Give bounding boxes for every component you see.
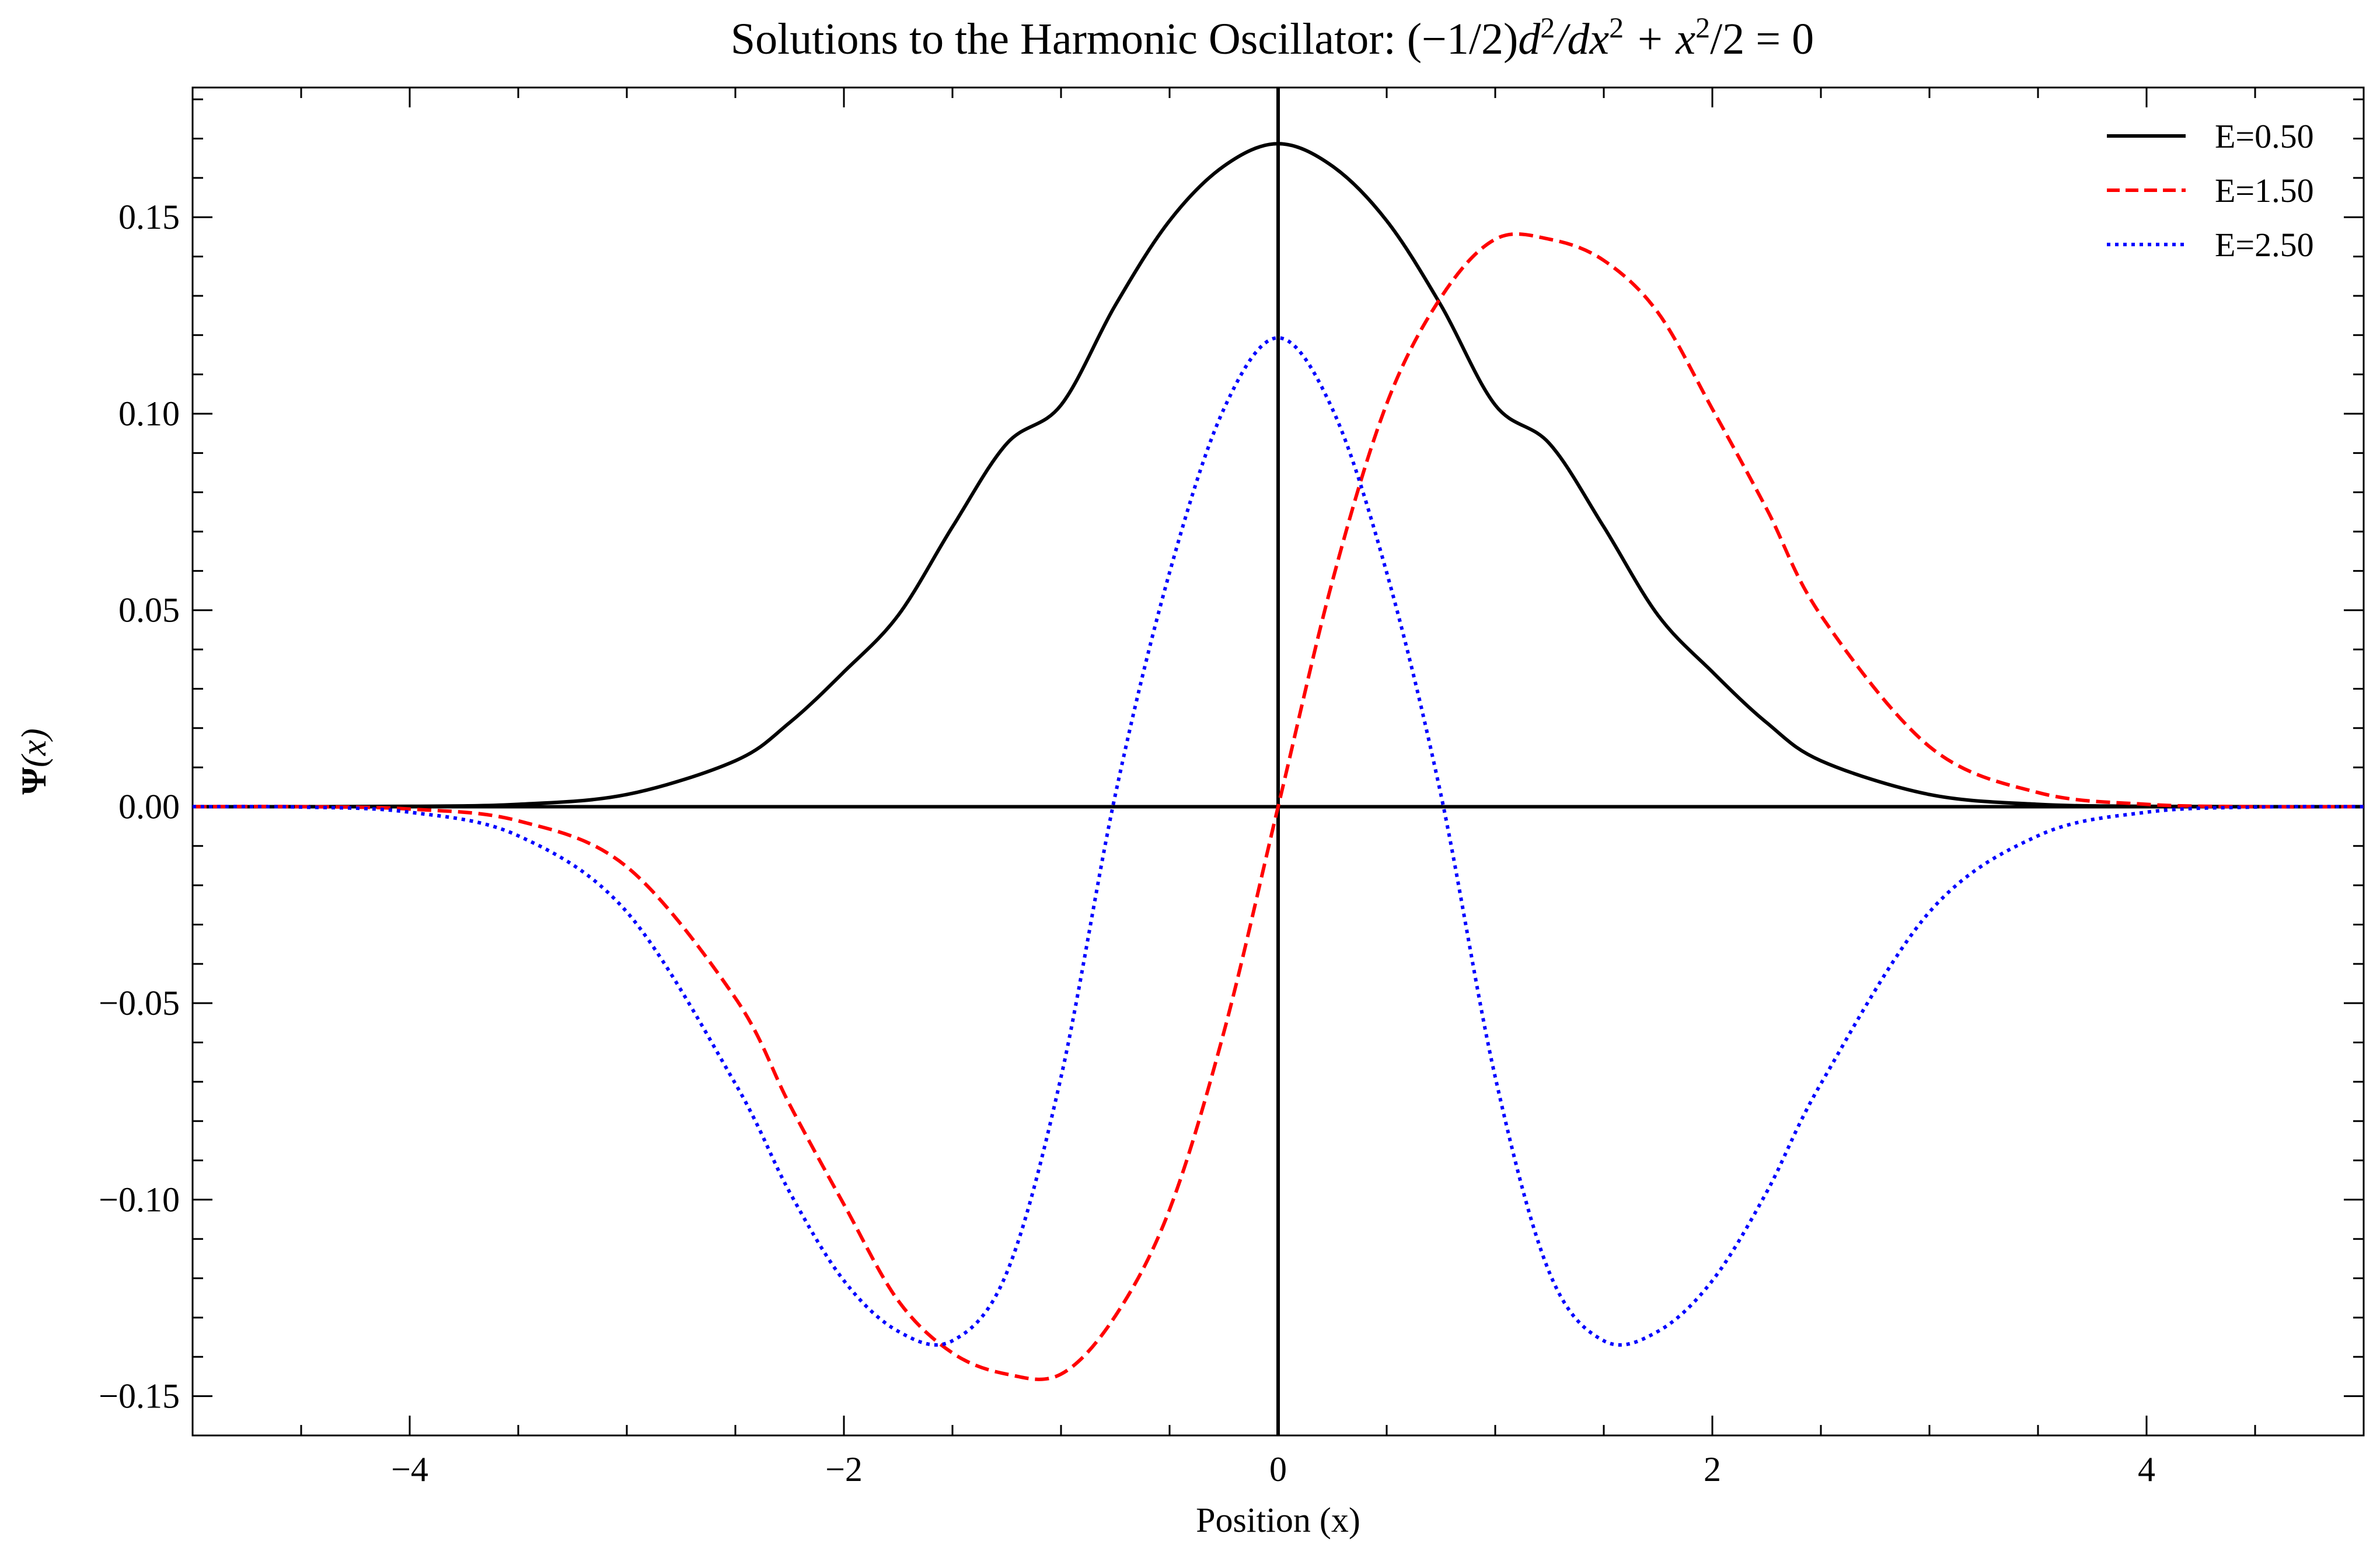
- chart-title: Solutions to the Harmonic Oscillator: (−…: [731, 11, 1814, 64]
- x-axis-ticks: −4 −2 0 2 4: [191, 88, 2365, 1489]
- y-tick-label: 0.00: [118, 787, 180, 826]
- x-axis-label: Position (x): [1196, 1501, 1360, 1539]
- series-line-e050: [192, 142, 2364, 809]
- y-tick-label: −0.10: [99, 1180, 180, 1219]
- legend-label-e150: E=1.50: [2215, 172, 2314, 209]
- y-tick-label: −0.15: [99, 1377, 180, 1416]
- y-tick-label: −0.05: [99, 984, 180, 1022]
- legend-label-e050: E=0.50: [2215, 117, 2314, 155]
- y-tick-label: 0.15: [118, 198, 180, 236]
- y-tick-label: 0.05: [118, 591, 180, 630]
- x-tick-label: −2: [825, 1450, 863, 1489]
- series-line-e150: [192, 232, 2364, 1381]
- y-tick-label: 0.10: [118, 394, 180, 433]
- x-tick-label: 0: [1269, 1450, 1287, 1489]
- legend: E=0.50 E=1.50 E=2.50: [2107, 117, 2314, 264]
- x-tick-label: 4: [2138, 1450, 2155, 1489]
- series-lines: [192, 142, 2364, 1381]
- legend-label-e250: E=2.50: [2215, 226, 2314, 264]
- x-tick-label: −4: [391, 1450, 428, 1489]
- x-tick-label: 2: [1704, 1450, 1721, 1489]
- y-axis-label: Ψ(x): [15, 728, 53, 794]
- y-axis-ticks: −0.15 −0.10 −0.05 0.00 0.05 0.10 0.15: [99, 98, 2364, 1437]
